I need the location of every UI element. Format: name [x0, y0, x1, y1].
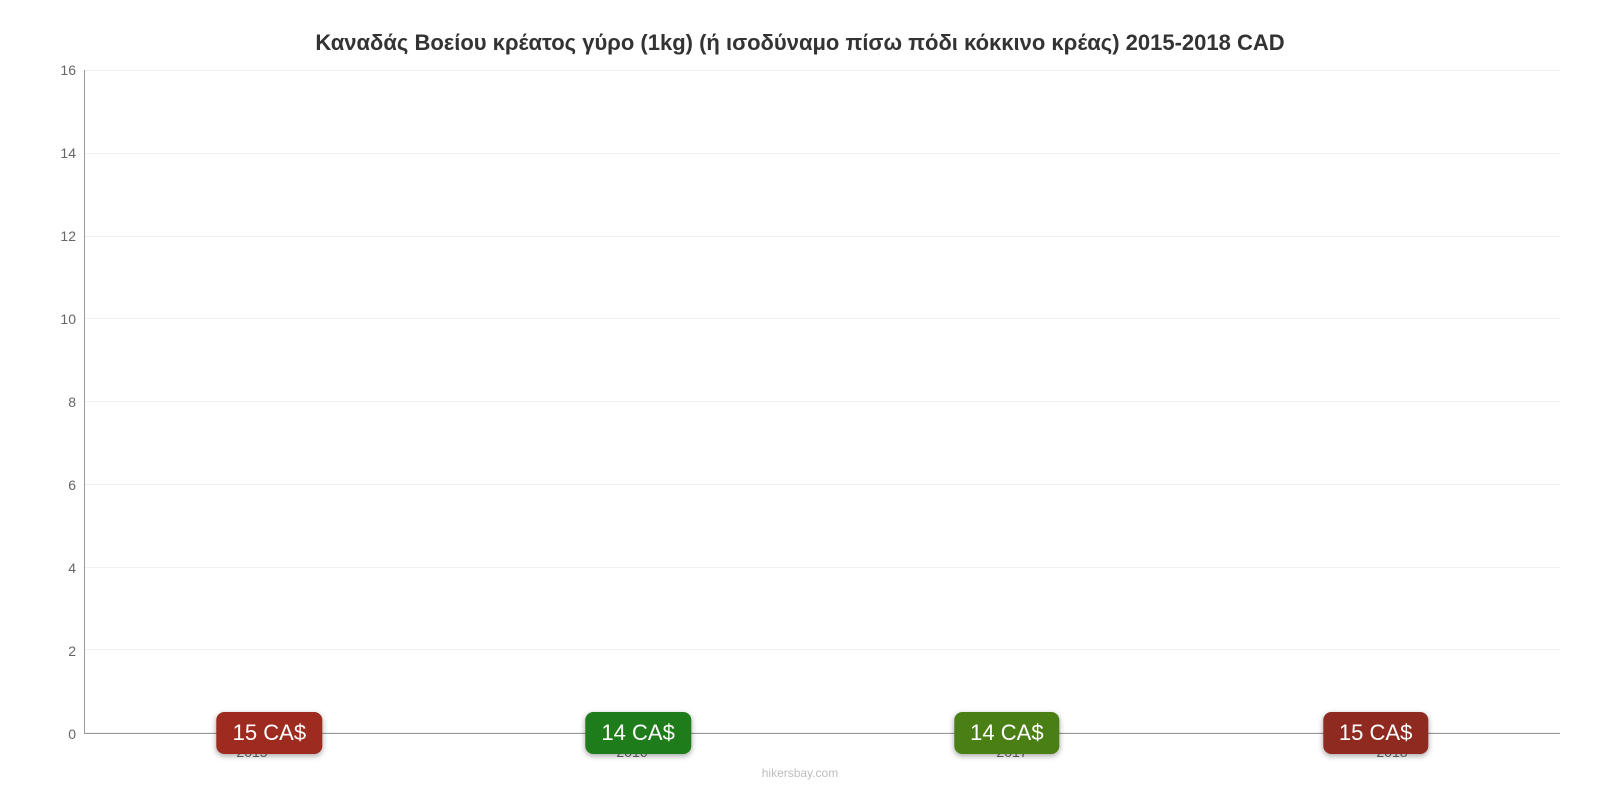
- value-badge: 14 CA$: [585, 712, 690, 754]
- chart-frame: 16 14 12 10 8 6 4 2 0 15 CA$: [40, 70, 1560, 734]
- chart-title: Καναδάς Βοείου κρέατος γύρο (1kg) (ή ισο…: [315, 30, 1284, 56]
- value-badge: 14 CA$: [954, 712, 1059, 754]
- attribution: hikersbay.com: [762, 766, 838, 780]
- value-badge: 15 CA$: [217, 712, 322, 754]
- y-axis: 16 14 12 10 8 6 4 2 0: [40, 70, 76, 734]
- plot-area: 15 CA$ 14 CA$ 14 CA$ 15 CA$: [84, 70, 1560, 734]
- value-badge: 15 CA$: [1323, 712, 1428, 754]
- bars-container: 15 CA$ 14 CA$ 14 CA$ 15 CA$: [85, 70, 1560, 733]
